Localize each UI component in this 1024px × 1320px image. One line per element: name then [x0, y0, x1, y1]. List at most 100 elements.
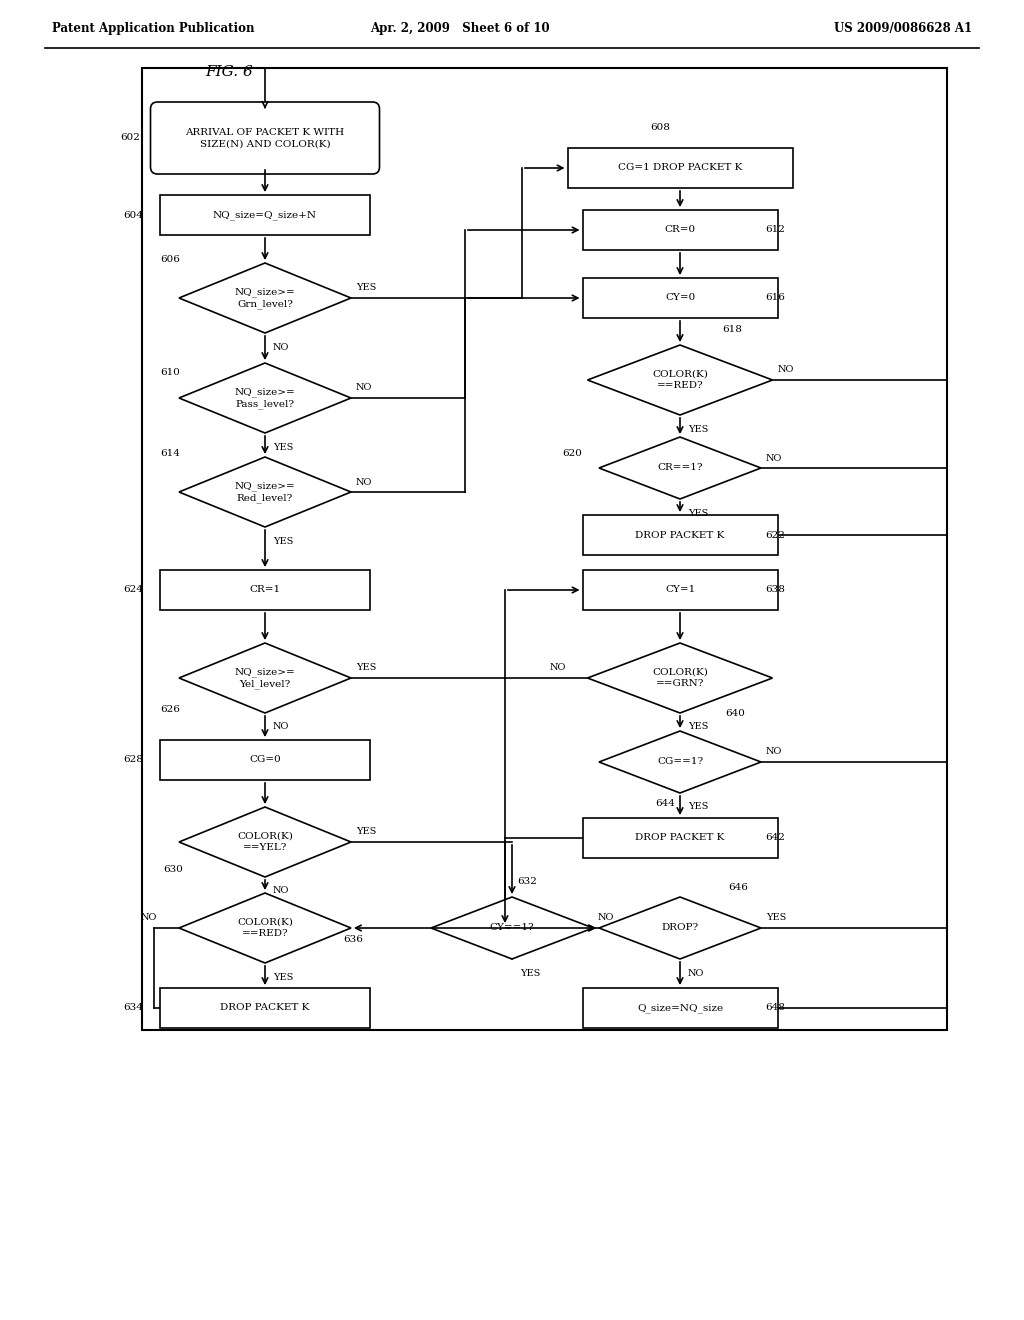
Text: 624: 624	[123, 586, 143, 594]
Text: CY=0: CY=0	[665, 293, 695, 302]
Text: NO: NO	[777, 366, 794, 375]
Polygon shape	[179, 643, 351, 713]
FancyBboxPatch shape	[160, 987, 370, 1028]
Text: NO: NO	[356, 384, 373, 392]
Text: 602: 602	[120, 133, 140, 143]
Text: YES: YES	[688, 425, 709, 433]
Text: CG==1?: CG==1?	[657, 758, 703, 767]
Text: NQ_size>=
Grn_level?: NQ_size>= Grn_level?	[234, 288, 295, 309]
Text: NQ_size>=
Pass_level?: NQ_size>= Pass_level?	[234, 387, 295, 409]
Text: 610: 610	[160, 368, 180, 378]
Text: 622: 622	[765, 531, 784, 540]
Text: COLOR(K)
==RED?: COLOR(K) ==RED?	[652, 370, 708, 389]
FancyBboxPatch shape	[160, 741, 370, 780]
Text: CY==1?: CY==1?	[489, 924, 535, 932]
Text: DROP PACKET K: DROP PACKET K	[635, 833, 725, 842]
Text: NO: NO	[766, 454, 782, 462]
Text: 648: 648	[765, 1003, 784, 1012]
Text: 630: 630	[163, 866, 183, 874]
Text: YES: YES	[766, 913, 786, 923]
FancyBboxPatch shape	[583, 570, 777, 610]
Text: NO: NO	[273, 887, 290, 895]
Polygon shape	[179, 894, 351, 964]
Text: 618: 618	[722, 326, 741, 334]
FancyBboxPatch shape	[583, 515, 777, 554]
Text: NO: NO	[550, 664, 566, 672]
Text: Q_size=NQ_size: Q_size=NQ_size	[637, 1003, 723, 1012]
Text: 634: 634	[123, 1003, 143, 1012]
Text: NO: NO	[273, 342, 290, 351]
Text: FIG. 6: FIG. 6	[205, 65, 253, 79]
Text: 612: 612	[765, 226, 784, 235]
Text: YES: YES	[356, 284, 377, 293]
Polygon shape	[599, 898, 761, 960]
Text: 644: 644	[655, 800, 675, 808]
Text: 638: 638	[765, 586, 784, 594]
Text: NO: NO	[688, 969, 705, 978]
FancyBboxPatch shape	[151, 102, 380, 174]
Polygon shape	[588, 643, 772, 713]
Polygon shape	[431, 898, 593, 960]
FancyBboxPatch shape	[583, 210, 777, 249]
Text: 632: 632	[517, 878, 537, 887]
Text: YES: YES	[688, 803, 709, 812]
Text: CR==1?: CR==1?	[657, 463, 702, 473]
Text: COLOR(K)
==GRN?: COLOR(K) ==GRN?	[652, 668, 708, 688]
Text: 606: 606	[160, 256, 180, 264]
FancyBboxPatch shape	[160, 570, 370, 610]
FancyBboxPatch shape	[160, 195, 370, 235]
Text: CR=0: CR=0	[665, 226, 695, 235]
Text: 616: 616	[765, 293, 784, 302]
Text: CG=1 DROP PACKET K: CG=1 DROP PACKET K	[617, 164, 742, 173]
Text: NQ_size=Q_size+N: NQ_size=Q_size+N	[213, 210, 317, 220]
Text: 646: 646	[728, 883, 748, 892]
Text: NQ_size>=
Red_level?: NQ_size>= Red_level?	[234, 482, 295, 503]
Text: NO: NO	[766, 747, 782, 756]
Polygon shape	[599, 437, 761, 499]
FancyBboxPatch shape	[583, 279, 777, 318]
Text: COLOR(K)
==RED?: COLOR(K) ==RED?	[238, 917, 293, 939]
Text: NO: NO	[598, 913, 614, 923]
Text: 604: 604	[123, 210, 143, 219]
Text: 636: 636	[343, 936, 362, 945]
Text: YES: YES	[273, 536, 293, 545]
Text: NO: NO	[273, 722, 290, 731]
Text: 620: 620	[562, 449, 582, 458]
Text: CR=1: CR=1	[250, 586, 281, 594]
Text: COLOR(K)
==YEL?: COLOR(K) ==YEL?	[238, 832, 293, 851]
Text: DROP?: DROP?	[662, 924, 698, 932]
Text: Apr. 2, 2009   Sheet 6 of 10: Apr. 2, 2009 Sheet 6 of 10	[371, 22, 550, 36]
Text: CY=1: CY=1	[665, 586, 695, 594]
Text: NO: NO	[356, 478, 373, 487]
Text: YES: YES	[688, 722, 709, 731]
Text: 640: 640	[725, 710, 744, 718]
Text: YES: YES	[273, 442, 293, 451]
Text: 626: 626	[160, 705, 180, 714]
FancyBboxPatch shape	[583, 987, 777, 1028]
Text: 628: 628	[123, 755, 143, 764]
Polygon shape	[179, 807, 351, 876]
Polygon shape	[588, 345, 772, 414]
Text: YES: YES	[356, 828, 377, 837]
Text: 642: 642	[765, 833, 784, 842]
FancyBboxPatch shape	[583, 818, 777, 858]
Text: DROP PACKET K: DROP PACKET K	[220, 1003, 309, 1012]
Text: DROP PACKET K: DROP PACKET K	[635, 531, 725, 540]
Text: NQ_size>=
Yel_level?: NQ_size>= Yel_level?	[234, 668, 295, 689]
Polygon shape	[599, 731, 761, 793]
Text: YES: YES	[273, 973, 293, 982]
Text: Patent Application Publication: Patent Application Publication	[52, 22, 255, 36]
Text: 614: 614	[160, 450, 180, 458]
FancyBboxPatch shape	[567, 148, 793, 187]
Polygon shape	[179, 363, 351, 433]
Polygon shape	[179, 457, 351, 527]
Polygon shape	[179, 263, 351, 333]
Text: NO: NO	[141, 913, 158, 923]
Text: YES: YES	[356, 664, 377, 672]
Text: US 2009/0086628 A1: US 2009/0086628 A1	[834, 22, 972, 36]
Text: YES: YES	[520, 969, 541, 978]
Text: ARRIVAL OF PACKET K WITH
SIZE(N) AND COLOR(K): ARRIVAL OF PACKET K WITH SIZE(N) AND COL…	[185, 128, 344, 148]
Text: CG=0: CG=0	[249, 755, 281, 764]
Text: YES: YES	[688, 508, 709, 517]
Text: 608: 608	[650, 124, 670, 132]
